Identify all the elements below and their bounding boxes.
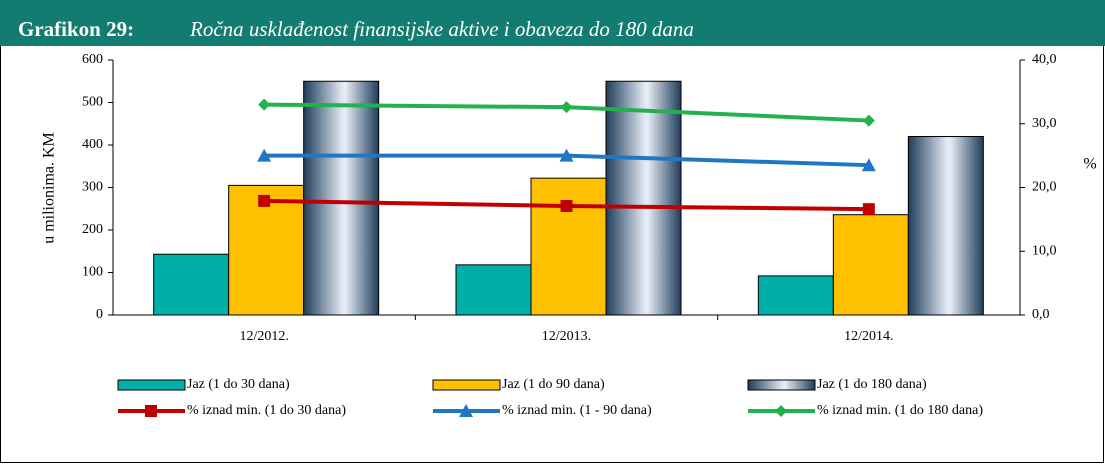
legend-swatch bbox=[432, 379, 501, 391]
bar bbox=[303, 80, 380, 316]
y-axis-label: u milionima. KM bbox=[41, 132, 58, 244]
bar bbox=[605, 80, 682, 316]
bar bbox=[228, 184, 305, 316]
y-tick-label: 600 bbox=[82, 52, 103, 67]
y-tick-label: 400 bbox=[82, 137, 103, 152]
legend-swatch bbox=[117, 379, 186, 391]
line-marker bbox=[257, 148, 272, 162]
line-marker bbox=[862, 114, 875, 127]
bar bbox=[153, 253, 230, 316]
line-marker bbox=[258, 194, 271, 207]
y2-tick-label: 30,0 bbox=[1032, 116, 1057, 131]
y2-tick-label: 20,0 bbox=[1032, 180, 1057, 195]
bar bbox=[530, 177, 607, 316]
legend-marker bbox=[775, 405, 787, 417]
bar bbox=[757, 275, 834, 316]
line-marker bbox=[559, 148, 574, 162]
line-marker bbox=[258, 98, 271, 111]
legend-swatch bbox=[747, 379, 816, 391]
legend-label: Jaz (1 do 90 dana) bbox=[502, 377, 605, 392]
line-marker bbox=[862, 203, 875, 216]
header-band bbox=[0, 0, 1105, 46]
bar bbox=[832, 214, 909, 316]
bar bbox=[455, 264, 532, 316]
chart-title: Grafikon 29: bbox=[18, 17, 134, 41]
legend-label: Jaz (1 do 30 dana) bbox=[187, 377, 290, 392]
x-tick-label: 12/2013. bbox=[542, 329, 591, 344]
y-tick-label: 0 bbox=[96, 307, 103, 322]
y-tick-label: 100 bbox=[82, 265, 103, 280]
y2-axis-label: % bbox=[1083, 156, 1096, 173]
y-tick-label: 200 bbox=[82, 222, 103, 237]
x-tick-label: 12/2014. bbox=[844, 329, 893, 344]
legend-label: % iznad min. (1 do 180 dana) bbox=[817, 403, 983, 418]
y-tick-label: 300 bbox=[82, 180, 103, 195]
legend-label: % iznad min. (1 - 90 dana) bbox=[502, 403, 652, 418]
legend-label: % iznad min. (1 do 30 dana) bbox=[187, 403, 346, 418]
y2-tick-label: 40,0 bbox=[1032, 52, 1057, 67]
line-marker bbox=[861, 158, 876, 172]
bar bbox=[907, 136, 984, 316]
y-tick-label: 500 bbox=[82, 95, 103, 110]
line-marker bbox=[560, 101, 573, 114]
y2-tick-label: 0,0 bbox=[1032, 307, 1050, 322]
legend-marker bbox=[145, 405, 157, 417]
legend-marker bbox=[459, 404, 473, 417]
line-marker bbox=[560, 199, 573, 212]
chart-subtitle: Ročna usklađenost finansijske aktive i o… bbox=[189, 17, 694, 41]
x-tick-label: 12/2012. bbox=[239, 329, 288, 344]
legend-label: Jaz (1 do 180 dana) bbox=[817, 377, 927, 392]
y2-tick-label: 10,0 bbox=[1032, 243, 1057, 258]
